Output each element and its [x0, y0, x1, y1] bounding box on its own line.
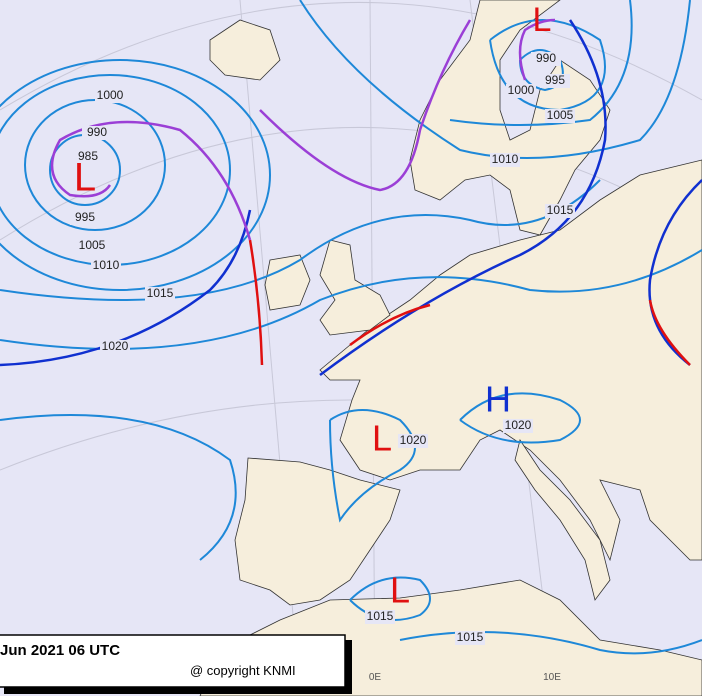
- isobar-label-bg: [455, 631, 485, 645]
- isobar-label-bg: [73, 150, 103, 164]
- isobar-label-bg: [70, 211, 100, 225]
- cold-front: [319, 19, 607, 377]
- isobar-label-bg: [82, 126, 112, 140]
- isobar-labels: 1000 990 985 995 1005 1010 1015 1020 990 995 1000 1…: [70, 51, 575, 645]
- isobar-label: 1010: [93, 258, 120, 272]
- pressure-center: L: [372, 418, 392, 459]
- isobar-label-bg: [100, 340, 130, 354]
- isobar-label: 1015: [367, 609, 394, 623]
- isobar-label-bg: [503, 419, 533, 433]
- isobar-label-bg: [91, 259, 121, 273]
- isobar-label: 1015: [547, 203, 574, 217]
- longitude-label: 10E: [543, 672, 561, 683]
- fronts: [0, 18, 702, 377]
- scandinavia: [409, 0, 611, 236]
- isobar-label: 1015: [147, 286, 174, 300]
- europe: [319, 159, 702, 562]
- isobar-label: 985: [78, 149, 98, 163]
- isobar-label-bg: [531, 52, 561, 66]
- pressure-center: L: [533, 1, 552, 39]
- isobar-label-bg: [540, 74, 570, 88]
- isobars: [0, 0, 702, 655]
- isobar-label: 990: [87, 125, 107, 139]
- graticule-line: [0, 127, 702, 241]
- isobar: [0, 249, 702, 350]
- isobar-label: 1010: [492, 152, 519, 166]
- isobar-label: 1020: [505, 418, 532, 432]
- footer: Jun 2021 06 UTC @ copyright KNMI: [0, 634, 352, 694]
- isobar: [0, 414, 237, 561]
- longitude-label: 0E: [369, 672, 382, 683]
- isobar-label-bg: [145, 287, 175, 301]
- cold-front: [0, 209, 252, 367]
- isobar: [449, 0, 633, 126]
- isobar-label: 995: [545, 73, 565, 87]
- isobar-label: 1020: [400, 433, 427, 447]
- isobar-label: 990: [536, 51, 556, 65]
- isobar-label: 1020: [102, 339, 129, 353]
- isobar-label: 1005: [547, 108, 574, 122]
- isobar: [399, 631, 702, 655]
- occluded-front: [259, 19, 472, 192]
- map-title: Jun 2021 06 UTC: [0, 642, 120, 659]
- isobar-label-bg: [77, 239, 107, 253]
- warm-front: [349, 303, 431, 347]
- isobar-label-bg: [545, 109, 575, 123]
- copyright: @ copyright KNMI: [190, 663, 296, 678]
- isobar-label-bg: [398, 434, 428, 448]
- isobar: [299, 0, 691, 159]
- isobar-label: 1005: [79, 238, 106, 252]
- pressure-center: H: [485, 379, 511, 420]
- isobar-label: 995: [75, 210, 95, 224]
- occluded-front: [518, 18, 556, 81]
- longitude-labels: 0E 10E: [369, 672, 561, 683]
- cold-front: [648, 179, 702, 366]
- isobar-label-bg: [95, 89, 125, 103]
- pressure-center: L: [390, 570, 410, 611]
- isobar-label-bg: [506, 84, 536, 98]
- warm-front: [248, 239, 264, 366]
- ireland: [264, 254, 311, 311]
- iberia: [234, 457, 401, 606]
- pressure-centers: L L L H L: [74, 1, 552, 611]
- isobar-label-bg: [365, 610, 395, 624]
- pressure-center: L: [74, 156, 96, 200]
- warm-front: [648, 299, 691, 366]
- footer-box: [0, 634, 346, 688]
- isobar: [0, 59, 271, 291]
- isobar-label: 1000: [97, 88, 124, 102]
- isobar: [329, 409, 416, 523]
- italy: [514, 439, 611, 601]
- occluded-front: [50, 120, 252, 241]
- isobar-label-bg: [545, 204, 575, 218]
- isobar-label: 1000: [508, 83, 535, 97]
- iceland: [209, 19, 281, 81]
- isobar: [459, 392, 581, 444]
- isobar-label-bg: [490, 153, 520, 167]
- isobar-label: 1015: [457, 630, 484, 644]
- graticule-line: [0, 2, 702, 111]
